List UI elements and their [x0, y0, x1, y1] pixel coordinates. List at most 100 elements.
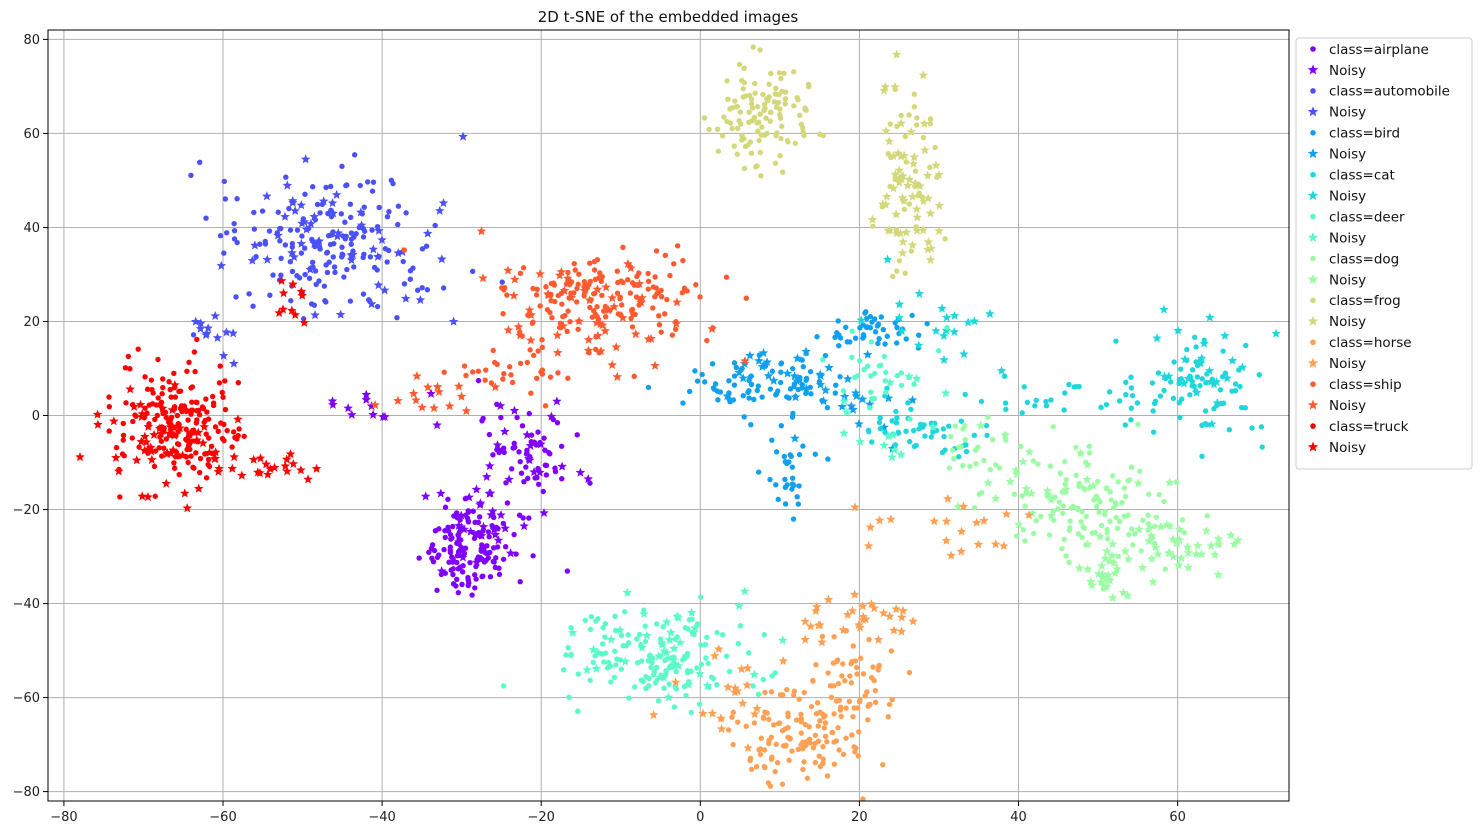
data-point	[185, 459, 191, 466]
noisy-star-point	[193, 483, 204, 493]
noisy-star-point	[901, 227, 911, 237]
noisy-star-point	[434, 386, 444, 396]
data-point	[599, 641, 606, 647]
y-tick-label: −60	[13, 691, 40, 706]
data-point	[778, 361, 784, 367]
noisy-star-point	[423, 382, 433, 392]
data-point	[762, 105, 768, 112]
data-point	[1258, 424, 1265, 430]
data-point	[812, 759, 818, 766]
noisy-star-point	[603, 305, 614, 315]
data-point	[601, 659, 607, 665]
noisy-star-point	[303, 474, 313, 484]
data-point	[194, 399, 200, 406]
noisy-star-point	[1147, 553, 1157, 563]
data-point	[158, 399, 165, 406]
noisy-star-point	[137, 408, 148, 418]
data-point	[756, 137, 762, 144]
data-point	[488, 380, 495, 386]
noisy-star-point	[1133, 478, 1143, 488]
noisy-star-point	[839, 428, 849, 438]
data-point	[1051, 517, 1057, 523]
noisy-star-point	[891, 228, 902, 238]
data-point	[1132, 531, 1138, 537]
data-point	[704, 634, 710, 640]
data-point	[1103, 485, 1110, 491]
data-point	[184, 368, 190, 374]
data-point	[798, 715, 804, 722]
data-point	[423, 243, 430, 249]
data-point	[776, 70, 783, 76]
noisy-star-point	[1183, 373, 1193, 383]
noisy-star-point	[1213, 539, 1224, 549]
data-point	[758, 132, 764, 138]
noisy-star-point	[510, 274, 520, 284]
data-point	[782, 101, 788, 107]
data-point	[703, 655, 709, 661]
noisy-star-point	[626, 263, 636, 273]
data-point	[316, 278, 322, 284]
data-point	[649, 659, 655, 666]
legend-dot-marker	[1310, 381, 1316, 388]
noisy-star-point	[485, 488, 496, 498]
data-point	[216, 380, 223, 386]
data-point	[188, 172, 194, 179]
data-point	[901, 206, 908, 213]
x-tick-label: −40	[368, 810, 395, 825]
noisy-star-point	[426, 388, 436, 398]
noisy-star-point	[818, 396, 829, 406]
y-tick-label: 0	[32, 409, 40, 424]
data-point	[191, 465, 197, 471]
data-point	[807, 740, 813, 746]
data-point	[963, 448, 970, 455]
data-point	[779, 728, 786, 734]
noisy-star-point	[1087, 580, 1097, 590]
legend-label: Noisy	[1329, 230, 1366, 246]
data-point	[231, 220, 237, 227]
series-19	[75, 275, 322, 513]
data-point	[106, 394, 112, 400]
data-point	[525, 475, 531, 482]
data-point	[278, 272, 284, 278]
data-point	[1066, 381, 1072, 388]
data-point	[962, 436, 968, 443]
data-point	[199, 404, 206, 410]
noisy-star-point	[526, 310, 536, 320]
noisy-star-point	[509, 405, 520, 415]
data-point	[113, 444, 120, 451]
noisy-star-point	[288, 197, 298, 207]
data-point	[1128, 417, 1134, 423]
noisy-star-point	[180, 488, 190, 498]
noisy-star-point	[949, 310, 960, 320]
data-point	[715, 397, 721, 403]
legend-label: class=deer	[1329, 209, 1405, 225]
data-point	[1178, 366, 1184, 372]
legend-dot-marker	[1310, 213, 1316, 220]
data-point	[797, 112, 803, 119]
data-point	[972, 447, 979, 453]
data-point	[876, 335, 882, 342]
data-point	[548, 280, 555, 287]
data-point	[808, 703, 815, 710]
noisy-star-point	[895, 228, 906, 238]
data-point	[1119, 499, 1125, 506]
noisy-star-point	[634, 278, 645, 288]
data-point	[789, 464, 796, 470]
data-point	[434, 587, 440, 593]
data-point	[309, 259, 316, 265]
data-point	[885, 714, 891, 720]
noisy-star-point	[476, 226, 487, 236]
data-point	[447, 549, 454, 556]
data-point	[653, 621, 660, 627]
data-point	[123, 400, 129, 406]
noisy-star-point	[777, 635, 788, 645]
x-tick-label: −80	[50, 810, 77, 825]
data-point	[449, 523, 456, 530]
data-point	[1078, 519, 1084, 525]
noisy-star-point	[248, 454, 259, 464]
data-point	[154, 412, 161, 419]
data-point	[575, 326, 581, 333]
data-point	[188, 453, 194, 459]
noisy-star-point	[1199, 338, 1209, 348]
data-point	[287, 227, 294, 233]
